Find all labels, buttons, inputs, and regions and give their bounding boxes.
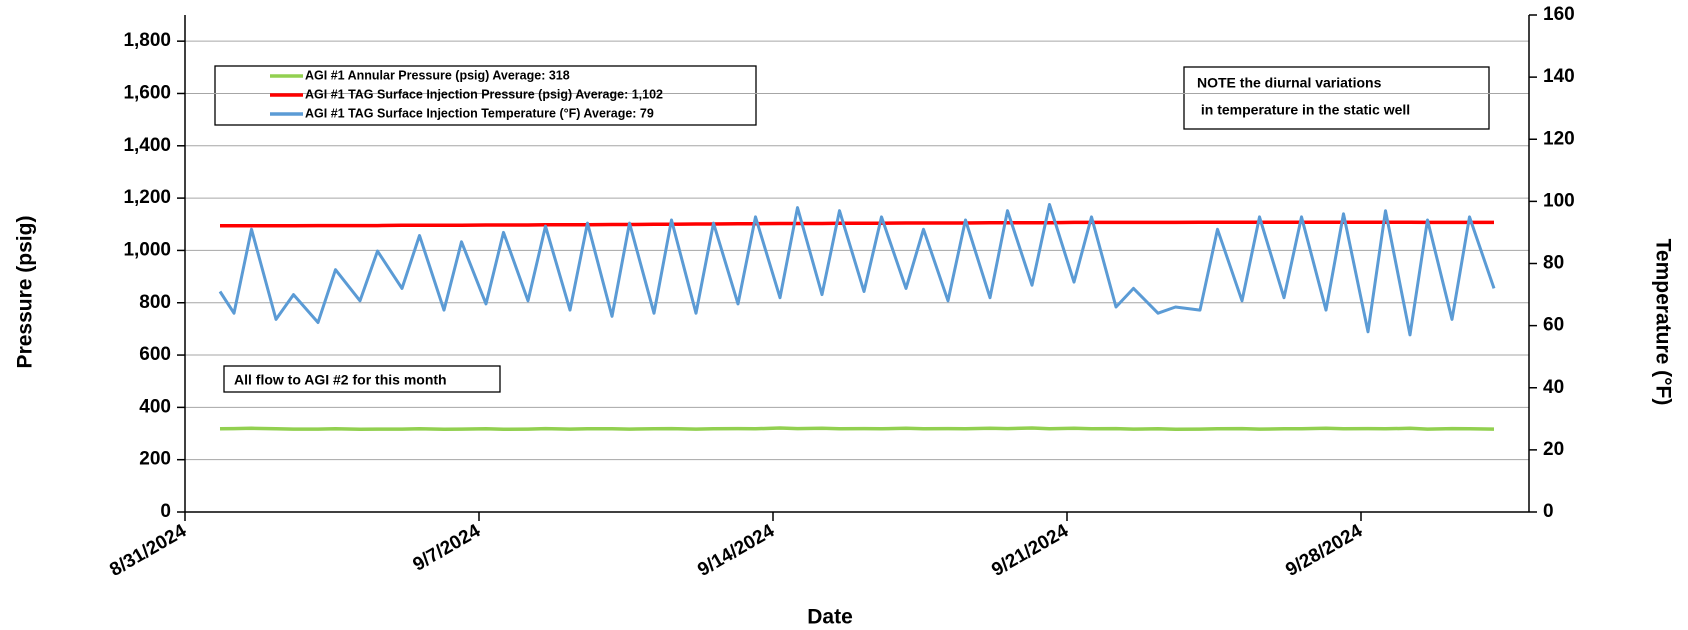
- y-tick-label: 1,200: [123, 187, 171, 208]
- y-tick-label: 1,400: [123, 135, 171, 156]
- y2-tick-label: 20: [1543, 439, 1564, 460]
- y2-tick-label: 80: [1543, 253, 1564, 274]
- y2-tick-label: 40: [1543, 377, 1564, 398]
- y2-tick-label: 120: [1543, 128, 1575, 149]
- x-tick-label: 9/21/2024: [988, 520, 1072, 581]
- y2-tick-label: 160: [1543, 4, 1575, 25]
- y-tick-label: 1,600: [123, 82, 171, 103]
- note-box: [223, 365, 501, 393]
- series-line: [218, 203, 1496, 337]
- y-tick-label: 200: [139, 449, 171, 470]
- y-axis-title: Pressure (psig): [14, 216, 37, 369]
- note-box: [1183, 66, 1490, 130]
- x-tick-label: 9/7/2024: [409, 520, 484, 575]
- y2-tick-label: 140: [1543, 66, 1575, 87]
- y2-tick-label: 0: [1543, 501, 1554, 522]
- y-tick-label: 1,000: [123, 239, 171, 260]
- y2-tick-label: 60: [1543, 315, 1564, 336]
- y2-axis-title: Temperature (°F): [1651, 239, 1674, 406]
- y-tick-label: 0: [160, 501, 171, 522]
- x-axis-title: Date: [807, 606, 853, 629]
- series-line: [219, 426, 1495, 432]
- note-text: in temperature in the static well: [1197, 102, 1410, 118]
- x-tick-label: 9/14/2024: [694, 520, 778, 581]
- y-tick-label: 400: [139, 396, 171, 417]
- y-tick-label: 1,800: [123, 30, 171, 51]
- series-line: [220, 220, 1494, 228]
- x-tick-label: 8/31/2024: [106, 520, 190, 581]
- legend-label: AGI #1 TAG Surface Injection Pressure (p…: [305, 87, 663, 101]
- note-text: All flow to AGI #2 for this month: [234, 372, 447, 388]
- legend-label: AGI #1 Annular Pressure (psig) Average: …: [305, 68, 570, 82]
- y-tick-label: 800: [139, 292, 171, 313]
- y2-tick-label: 100: [1543, 190, 1575, 211]
- legend-box: [214, 65, 757, 126]
- x-tick-label: 9/28/2024: [1282, 520, 1366, 581]
- legend-label: AGI #1 TAG Surface Injection Temperature…: [305, 106, 654, 120]
- note-text: NOTE the diurnal variations: [1197, 75, 1382, 91]
- y-tick-label: 600: [139, 344, 171, 365]
